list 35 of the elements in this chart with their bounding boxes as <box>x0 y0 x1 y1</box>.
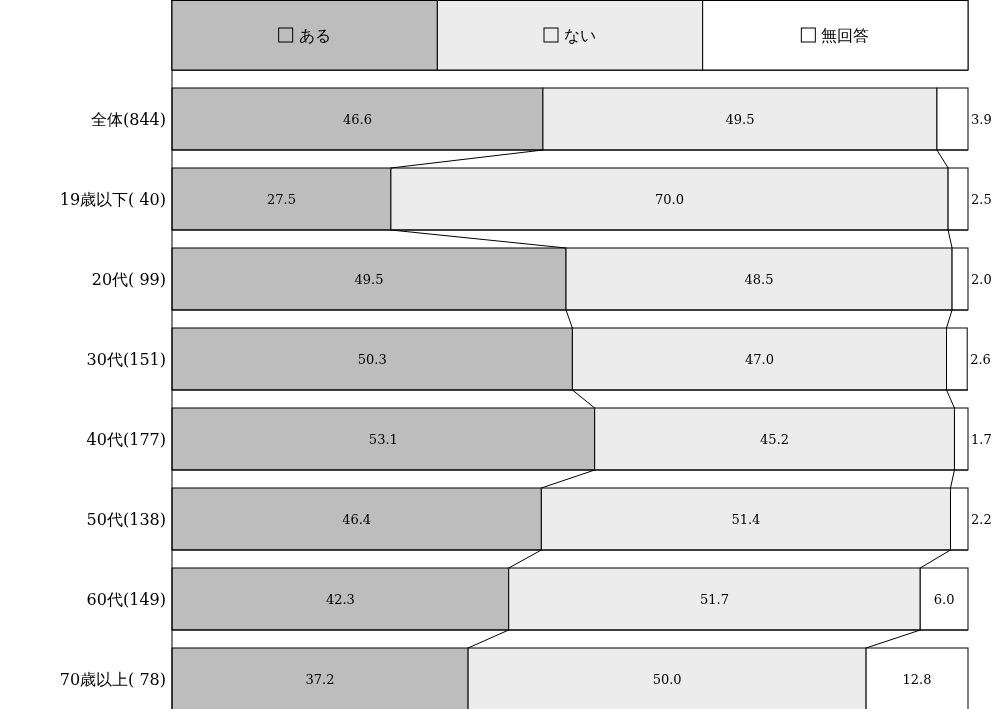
y-tick-label: 60代(149) <box>86 590 166 609</box>
data-label: 37.2 <box>305 672 335 687</box>
data-label: 2.0 <box>971 272 992 287</box>
data-label: 46.6 <box>342 112 372 127</box>
data-label: 50.0 <box>652 672 682 687</box>
data-label: 1.7 <box>971 432 992 447</box>
data-label: 51.7 <box>700 592 729 607</box>
data-label: 3.9 <box>971 112 992 127</box>
data-label: 51.4 <box>731 512 761 527</box>
legend-label: ある <box>298 26 331 45</box>
data-label: 2.6 <box>970 352 991 367</box>
data-label: 53.1 <box>368 432 398 447</box>
data-label: 50.3 <box>357 352 387 367</box>
data-label: 27.5 <box>266 192 296 207</box>
data-label: 48.5 <box>744 272 774 287</box>
y-tick-label: 20代( 99) <box>91 270 166 289</box>
y-tick-label: 50代(138) <box>86 510 166 529</box>
y-tick-label: 19歳以下( 40) <box>59 190 166 209</box>
y-tick-label: 40代(177) <box>86 430 166 449</box>
y-tick-label: 30代(151) <box>86 350 166 369</box>
data-label: 12.8 <box>902 672 932 687</box>
data-label: 47.0 <box>744 352 774 367</box>
data-label: 49.5 <box>725 112 755 127</box>
data-label: 42.3 <box>325 592 355 607</box>
y-tick-label: 全体(844) <box>90 110 166 129</box>
data-label: 46.4 <box>342 512 372 527</box>
data-label: 70.0 <box>655 192 684 207</box>
data-label: 2.5 <box>971 192 992 207</box>
legend-label: ない <box>564 26 596 45</box>
data-label: 45.2 <box>760 432 790 447</box>
data-label: 49.5 <box>354 272 384 287</box>
data-label: 2.2 <box>971 512 992 527</box>
data-label: 6.0 <box>933 592 955 607</box>
y-tick-label: 70歳以上( 78) <box>59 670 166 689</box>
legend-label: 無回答 <box>821 26 870 45</box>
